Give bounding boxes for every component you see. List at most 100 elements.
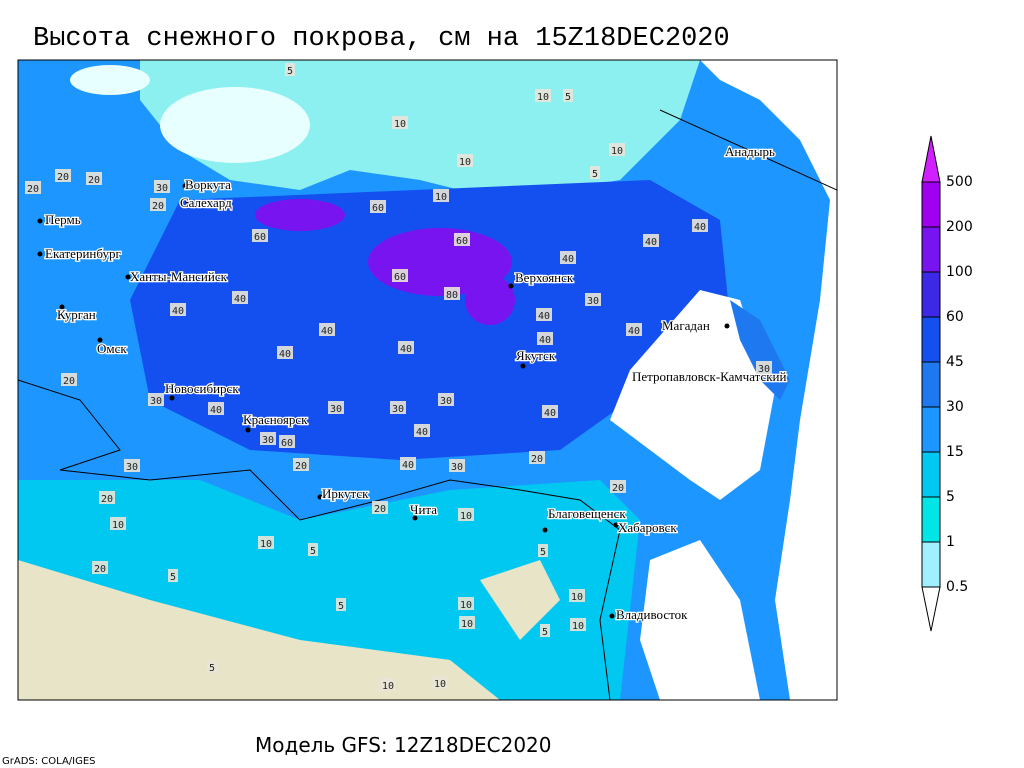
contour-label-box <box>692 219 708 232</box>
contour-label-box <box>449 459 465 472</box>
city-label: Хабаровск <box>618 520 677 535</box>
contour-label: 5 <box>287 66 293 77</box>
contour-label: 60 <box>394 272 406 283</box>
contour-label-box <box>570 618 586 631</box>
city-label: Курган <box>57 307 96 322</box>
contour-label-box <box>370 200 386 213</box>
city-dot <box>245 427 251 433</box>
map-frame <box>17 59 838 701</box>
legend-label: 15 <box>946 444 964 460</box>
contour-label: 60 <box>372 203 384 214</box>
contour-label-box <box>252 229 268 242</box>
contour-label: 10 <box>537 92 549 103</box>
legend-label: 1 <box>946 534 955 550</box>
legend-band <box>921 541 941 588</box>
contour-label: 80 <box>446 290 458 301</box>
contour-label-box <box>232 291 248 304</box>
contour-label-box <box>293 458 309 471</box>
contour-label: 10 <box>611 146 623 157</box>
legend-band <box>921 451 941 498</box>
city-label: Новосибирск <box>165 381 239 396</box>
contour-label-box <box>110 517 126 530</box>
contour-label-box <box>124 459 140 472</box>
contour-label: 40 <box>402 460 414 471</box>
contour-label-box <box>154 180 170 193</box>
city-label: Верхоянск <box>515 270 574 285</box>
contour-label: 40 <box>628 326 640 337</box>
contour-label: 20 <box>27 184 39 195</box>
contour-label-box <box>414 424 430 437</box>
contour-label-box <box>643 234 659 247</box>
city-label: Екатеринбург <box>45 246 121 261</box>
legend-band <box>921 226 941 273</box>
contour-label: 10 <box>434 679 446 690</box>
contour-label-box <box>380 678 396 691</box>
contour-label: 40 <box>172 306 184 317</box>
legend-label: 60 <box>946 309 964 325</box>
legend-band <box>921 406 941 453</box>
contour-label-box <box>560 251 576 264</box>
contour-label: 40 <box>234 294 246 305</box>
contour-label-box <box>529 451 545 464</box>
city-label: Благовещенск <box>548 506 626 521</box>
contour-label-box <box>756 361 772 374</box>
city-label: Якутск <box>516 348 556 363</box>
legend-band <box>921 181 941 228</box>
contour-label-box <box>563 89 573 102</box>
contour-label: 30 <box>156 183 168 194</box>
contour-label: 40 <box>321 326 333 337</box>
contour-label-box <box>319 323 335 336</box>
contour-label-box <box>168 569 178 582</box>
credit: GrADS: COLA/IGES <box>2 756 96 767</box>
contour-label: 5 <box>209 663 215 674</box>
city-dot <box>125 274 131 280</box>
contour-label: 5 <box>170 572 176 583</box>
contour-label: 10 <box>435 192 447 203</box>
map <box>18 60 837 700</box>
contour-label-box <box>433 189 449 202</box>
contour-label-box <box>444 287 460 300</box>
contour-label: 40 <box>562 254 574 265</box>
contour-label-box <box>25 181 41 194</box>
city-label: Магадан <box>662 318 710 333</box>
contour-label: 5 <box>565 92 571 103</box>
contour-label-box <box>535 89 551 102</box>
legend-band <box>921 316 941 363</box>
legend-label: 0.5 <box>946 579 968 595</box>
city-dot <box>59 304 65 310</box>
contour-label-box <box>540 624 550 637</box>
contour-label: 30 <box>451 462 463 473</box>
contour-label-box <box>458 597 474 610</box>
legend-high <box>921 135 941 183</box>
contour-label: 40 <box>210 405 222 416</box>
contour-label-box <box>277 346 293 359</box>
city-dot <box>185 199 191 205</box>
contour-label-box <box>536 308 552 321</box>
contour-label: 30 <box>587 296 599 307</box>
contour-label: 40 <box>400 344 412 355</box>
city-label: Анадырь <box>725 144 775 159</box>
city-dot <box>726 149 732 155</box>
contour-label-box <box>457 154 473 167</box>
contour-label-box <box>92 561 108 574</box>
city-dot <box>169 395 175 401</box>
contour-label-box <box>308 543 318 556</box>
legend-label: 100 <box>946 264 973 280</box>
contour-label: 10 <box>571 592 583 603</box>
contour-label-box <box>432 676 448 689</box>
contour-label: 40 <box>279 349 291 360</box>
city-label: Чита <box>410 502 437 517</box>
legend-label: 30 <box>946 399 964 415</box>
contour-label-box <box>86 172 102 185</box>
contour-label-box <box>537 332 553 345</box>
contour-label-box <box>542 405 558 418</box>
contour-label-box <box>610 480 626 493</box>
contour-label-box <box>260 432 276 445</box>
footer: Модель GFS: 12Z18DEC2020 <box>255 733 552 757</box>
city-dot <box>724 323 730 329</box>
contour-label-box <box>392 269 408 282</box>
contour-label-box <box>285 63 295 76</box>
contour-label: 10 <box>394 119 406 130</box>
title: Высота снежного покрова, см на 15Z18DEC2… <box>33 24 730 54</box>
